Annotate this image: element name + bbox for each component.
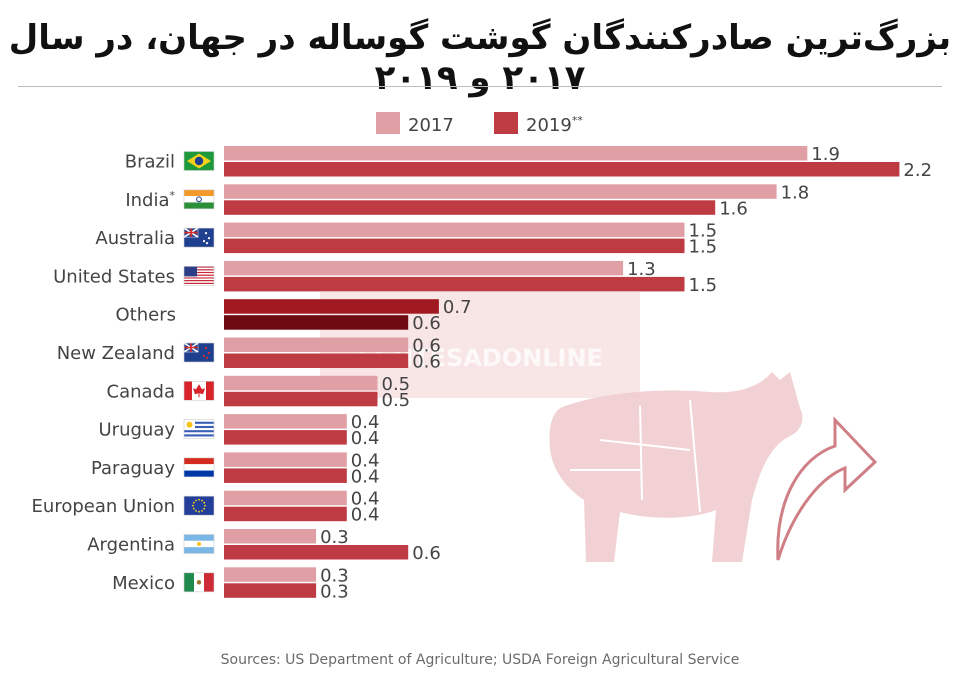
flag-border [183,534,215,554]
bar-2019-8 [224,468,347,483]
bar-2017-5 [224,337,409,352]
category-label: Canada [107,381,176,402]
category-label: Brazil [125,152,175,173]
flag-border [183,227,215,248]
chart-title: بزرگ‌ترین صادرکنندگان گوشت گوساله در جها… [8,18,952,98]
category-labels-layer: Brazil India* Australia United States Others… [32,152,176,594]
cow-cut-lines [570,399,701,513]
bar-2019-11 [224,583,317,598]
bar-2019-1 [224,200,716,215]
legend-swatch-1 [494,112,518,134]
category-label: Uruguay [99,420,176,441]
value-label: 0.3 [320,581,349,602]
usa-flag-icon [183,266,215,286]
bars-layer [224,146,900,598]
bar-2019-9 [224,506,347,522]
arrow-icon [776,416,878,561]
value-labels-layer: 1.92.21.81.61.51.51.31.50.70.60.60.60.50… [320,144,932,602]
value-label: 2.2 [903,160,932,181]
value-label: 0.6 [412,352,441,373]
bar-2017-1 [224,184,777,199]
bar-2017-0 [224,146,808,161]
flag-border [183,342,215,363]
category-label: New Zealand [57,343,175,364]
category-label: Others [116,305,177,326]
canada-flag-icon [183,380,215,401]
source-note: Sources: US Department of Agriculture; U… [220,652,740,668]
title-divider [18,86,942,87]
category-label: European Union [32,496,175,517]
value-label: 0.6 [412,313,441,334]
flag-border [183,419,215,439]
value-label: 1.6 [719,198,748,219]
flag-border [183,495,215,516]
value-label: 1.5 [689,237,718,258]
bar-2019-4 [224,315,409,330]
bar-2019-3 [224,276,685,292]
brazil-flag-icon [183,151,215,171]
flag-border [183,572,215,593]
value-label: 0.3 [320,565,349,586]
india-flag-icon [183,189,215,210]
value-label: 0.4 [351,489,380,510]
bar-2019-5 [224,353,409,368]
category-label: Australia [95,228,175,249]
value-label: 1.5 [689,221,718,242]
australia-flag-icon [183,227,215,248]
bar-2019-2 [224,238,685,254]
category-label: Paraguay [91,458,175,479]
legend-label-1: 2019** [526,114,583,136]
value-label: 1.9 [811,144,840,165]
argentina-flag-icon [183,534,215,554]
legend-label-0: 2017 [408,115,454,136]
category-label: Argentina [87,535,175,556]
bar-2017-9 [224,490,347,506]
decoration-layer: EGHTESADONLINE [320,292,878,562]
bar-2017-6 [224,375,378,391]
value-label: 0.4 [351,450,380,471]
value-label: 0.5 [382,374,411,395]
value-label: 0.6 [412,543,441,564]
legend: 2017 2019** [376,112,583,136]
value-label: 0.4 [351,428,380,449]
bar-2017-4 [224,299,439,314]
value-label: 0.4 [351,505,380,526]
new-zealand-flag-icon [183,342,215,363]
bar-2017-10 [224,529,317,544]
flag-border [183,380,215,401]
value-label: 0.3 [320,527,349,548]
flag-border [183,266,215,286]
cow-icon [549,372,803,562]
value-label: 0.5 [382,390,411,411]
category-label: Mexico [112,573,175,594]
eu-flag-icon [183,495,215,516]
category-label: United States [53,266,175,287]
bar-2017-11 [224,567,317,582]
bar-2017-2 [224,222,685,238]
value-label: 1.3 [627,259,656,280]
value-label: 0.4 [351,412,380,433]
legend-swatch-0 [376,112,400,134]
bar-2017-8 [224,452,347,467]
value-label: 1.8 [781,182,810,203]
bar-2019-7 [224,430,347,445]
category-label: India* [125,189,175,211]
value-label: 1.5 [689,275,718,296]
flag-border [183,151,215,171]
bar-2017-3 [224,260,624,276]
paraguay-flag-icon [183,457,215,478]
value-label: 0.4 [351,466,380,487]
flags-layer [183,151,215,593]
mexico-flag-icon [183,572,215,593]
flag-border [183,189,215,210]
uruguay-flag-icon [183,419,215,439]
value-label: 0.7 [443,297,472,318]
flag-border [183,457,215,478]
bar-2019-6 [224,391,378,407]
bar-2019-0 [224,162,900,177]
value-label: 0.6 [412,336,441,357]
bar-2017-7 [224,414,347,429]
bar-2019-10 [224,545,409,560]
